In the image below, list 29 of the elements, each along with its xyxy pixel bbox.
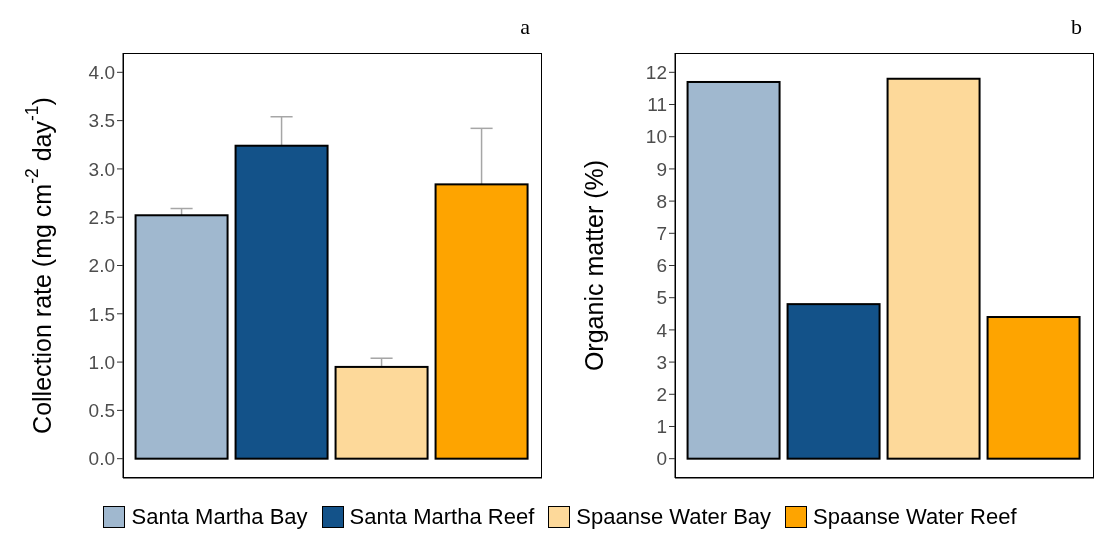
- y-tick-label: 3.0: [88, 158, 115, 180]
- legend-label: Spaanse Water Bay: [576, 504, 772, 530]
- y-tick-label: 2.0: [88, 255, 115, 277]
- legend-label: Santa Martha Reef: [349, 504, 535, 530]
- y-tick-label: 12: [645, 62, 667, 84]
- y-tick-label: 0.5: [88, 400, 115, 422]
- y-tick-label: 1.0: [88, 351, 115, 373]
- chart-title: b: [1071, 14, 1082, 40]
- y-tick-label: 3.5: [88, 110, 115, 132]
- y-tick-label: 4: [656, 319, 668, 341]
- y-tick-label: 0: [656, 448, 667, 470]
- y-tick-label: 9: [656, 158, 667, 180]
- legend-label: Santa Martha Bay: [131, 504, 308, 530]
- y-tick-label: 4.0: [88, 62, 115, 84]
- y-tick-label: 11: [647, 94, 667, 116]
- y-tick-label: 10: [645, 126, 667, 148]
- y-tick-label: 1: [656, 416, 667, 438]
- y-tick-label: 2: [656, 384, 667, 406]
- y-tick-label: 8: [656, 190, 667, 212]
- chart-title: a: [520, 14, 530, 40]
- y-tick-label: 3: [656, 351, 667, 373]
- y-tick-label: 1.5: [88, 303, 115, 325]
- y-tick-label: 5: [656, 287, 667, 309]
- legend-label: Spaanse Water Reef: [813, 504, 1017, 530]
- y-tick-label: 2.5: [88, 206, 115, 228]
- y-tick-label: 7: [656, 223, 667, 245]
- y-tick-label: 0.0: [88, 448, 115, 470]
- y-tick-label: 6: [656, 255, 667, 277]
- y-axis-title: Organic matter (%): [580, 159, 608, 372]
